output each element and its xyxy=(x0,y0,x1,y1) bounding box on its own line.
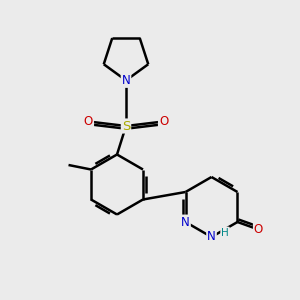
Text: N: N xyxy=(122,74,130,87)
Text: N: N xyxy=(181,215,190,229)
Text: S: S xyxy=(122,119,130,133)
Text: N: N xyxy=(207,230,216,244)
Text: O: O xyxy=(254,223,263,236)
Text: O: O xyxy=(84,115,93,128)
Text: O: O xyxy=(159,115,168,128)
Text: H: H xyxy=(221,227,229,238)
